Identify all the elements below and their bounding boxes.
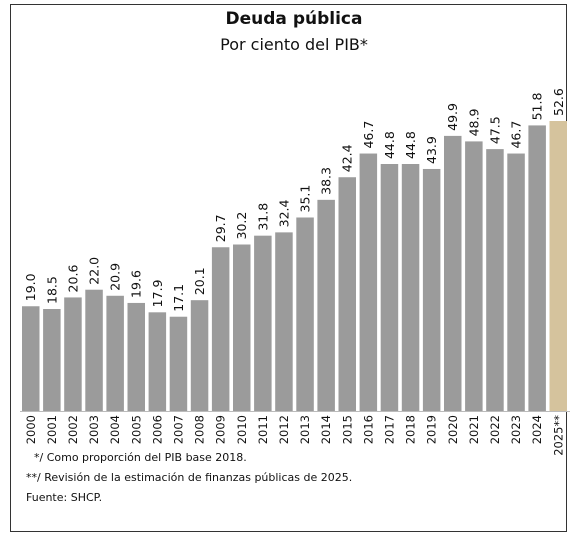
value-label: 20.1: [192, 267, 207, 295]
value-label: 32.4: [276, 199, 291, 227]
x-tick-label: 2006: [150, 415, 164, 444]
x-tick-label: 2000: [24, 415, 38, 444]
x-tick-label: 2019: [425, 415, 439, 444]
x-tick-label: 2022: [488, 415, 502, 444]
x-tick-label: 2007: [171, 415, 185, 444]
x-tick-label: 2017: [382, 415, 396, 444]
value-label: 51.8: [530, 93, 545, 121]
bar: [338, 177, 356, 411]
bar: [549, 121, 567, 411]
value-label: 18.5: [44, 276, 59, 304]
x-tick-label: 2015: [340, 415, 354, 444]
bar: [148, 312, 167, 411]
x-tick-label: 2024: [530, 415, 544, 444]
bar: [444, 135, 462, 411]
bar: [169, 316, 188, 411]
bar: [296, 217, 314, 411]
value-label: 17.1: [171, 284, 186, 312]
x-tick-label: 2012: [277, 415, 291, 444]
value-label: 20.9: [108, 263, 123, 291]
value-label: 46.7: [509, 121, 524, 149]
footnote: Fuente: SHCP.: [26, 491, 102, 504]
bar: [401, 164, 420, 411]
footnote: **/ Revisión de la estimación de finanza…: [26, 471, 352, 484]
x-tick-label: 2001: [45, 415, 59, 444]
x-tick-label: 2018: [404, 415, 418, 444]
x-tick-label: 2016: [361, 415, 375, 444]
bar: [486, 149, 504, 412]
value-label: 22.0: [87, 257, 102, 285]
value-label: 38.3: [319, 167, 334, 195]
x-tick-label: 2011: [256, 415, 270, 444]
bar: [106, 295, 124, 411]
value-label: 44.8: [382, 131, 397, 159]
value-label: 46.7: [361, 121, 376, 149]
x-tick-label: 2002: [66, 415, 80, 444]
bar: [317, 199, 335, 411]
bar: [380, 164, 399, 411]
value-label: 43.9: [424, 136, 439, 164]
footnote: */ Como proporción del PIB base 2018.: [34, 451, 247, 464]
value-label: 29.7: [213, 214, 228, 242]
bar: [43, 309, 61, 411]
x-tick-label: 2021: [467, 415, 481, 444]
bar: [359, 153, 378, 412]
value-label: 52.6: [551, 88, 566, 116]
bar: [528, 125, 546, 411]
value-label: 42.4: [340, 144, 355, 172]
value-label: 30.2: [234, 212, 249, 240]
bar: [233, 244, 251, 411]
x-tick-label: 2020: [446, 415, 460, 444]
x-tick-label: 2004: [108, 415, 122, 444]
value-label: 20.6: [65, 265, 80, 293]
x-tick-label: 2003: [87, 415, 101, 444]
bar: [211, 247, 230, 411]
value-label: 44.8: [403, 131, 418, 159]
bar: [507, 153, 525, 412]
x-tick-label: 2008: [193, 415, 207, 444]
value-label: 35.1: [298, 185, 313, 213]
chart-title: Deuda pública: [226, 9, 363, 29]
value-label: 47.5: [487, 116, 502, 144]
x-tick-label: 2025**: [551, 415, 565, 456]
bar: [127, 302, 145, 411]
value-label: 48.9: [466, 109, 481, 137]
value-label: 19.0: [23, 273, 38, 301]
x-tick-label: 2014: [319, 415, 333, 444]
chart-subtitle: Por ciento del PIB*: [220, 35, 368, 54]
x-tick-label: 2010: [235, 415, 249, 444]
bar: [275, 232, 293, 411]
x-tick-label: 2013: [298, 415, 312, 444]
bar: [254, 235, 272, 411]
bar: [190, 300, 209, 411]
value-label: 49.9: [445, 103, 460, 131]
x-tick-label: 2005: [129, 415, 143, 444]
bar: [64, 297, 82, 411]
bar: [422, 168, 441, 411]
bar: [85, 289, 103, 411]
value-label: 19.6: [129, 270, 144, 298]
x-tick-label: 2023: [509, 415, 523, 444]
x-tick-label: 2009: [214, 415, 228, 444]
bar: [22, 306, 40, 411]
value-label: 31.8: [255, 203, 270, 231]
bar: [465, 141, 483, 412]
value-label: 17.9: [150, 279, 165, 307]
